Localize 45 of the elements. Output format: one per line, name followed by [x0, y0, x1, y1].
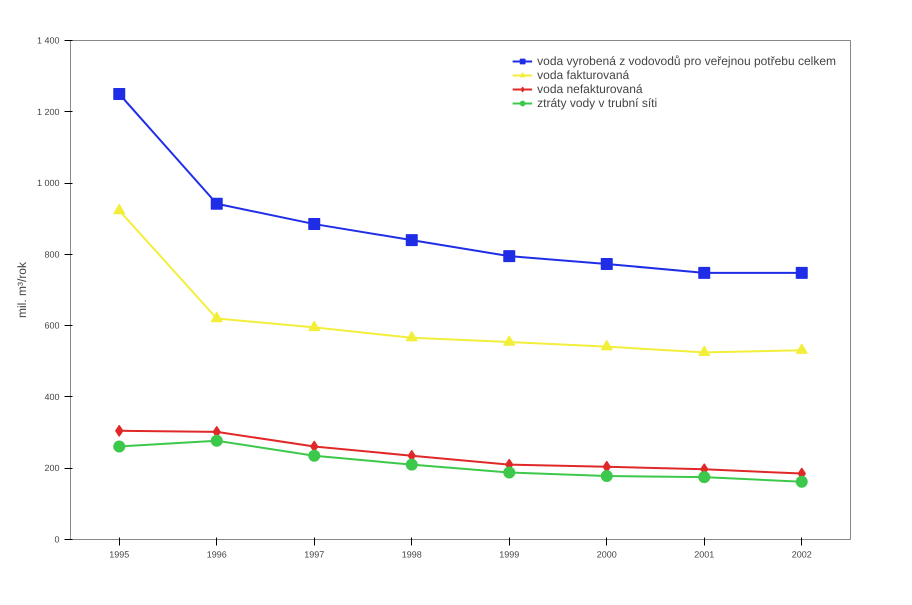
y-tick-label: 800 [44, 249, 60, 260]
x-tick-label: 2000 [596, 550, 617, 560]
point [113, 88, 126, 100]
point [503, 335, 516, 346]
y-axis-title: mil. m³/rok [14, 261, 29, 318]
y-tick-label: 200 [44, 463, 60, 474]
point [210, 434, 223, 447]
x-tick-label: 2002 [792, 550, 812, 560]
point [406, 330, 418, 342]
point [503, 250, 516, 262]
point [210, 198, 223, 210]
point [698, 471, 710, 484]
point [796, 343, 808, 354]
point [796, 266, 808, 279]
x-tick-label: 1998 [402, 550, 422, 560]
legend-label: voda fakturovaná [537, 68, 630, 82]
point [308, 218, 320, 230]
point [308, 320, 320, 332]
y-tick-label: 400 [44, 392, 60, 402]
point [600, 340, 613, 350]
x-tick-label: 2001 [694, 550, 714, 560]
legend-label: ztráty vody v trubní síti [537, 96, 658, 110]
x-tick-label: 1995 [109, 550, 130, 560]
y-tick-label: 600 [44, 320, 60, 331]
point [698, 346, 710, 356]
point [210, 312, 223, 322]
point [406, 458, 418, 471]
point [113, 440, 126, 452]
y-tick-label: 0 [54, 534, 60, 544]
x-tick-label: 1997 [304, 550, 324, 560]
point [406, 234, 418, 246]
point [698, 266, 710, 279]
point [796, 476, 808, 488]
x-tick-label: 1999 [499, 550, 520, 560]
legend-label: voda vyrobená z vodovodů pro veřejnou potřebu celkem [537, 54, 836, 68]
point [600, 258, 613, 270]
y-tick-label: 1 000 [36, 178, 60, 188]
y-tick-label: 1 200 [36, 106, 60, 117]
y-tick-label: 1 400 [36, 36, 60, 46]
legend-label: voda nefakturovaná [537, 82, 643, 96]
point [308, 450, 320, 462]
point [113, 204, 126, 214]
x-tick-label: 1996 [206, 550, 227, 560]
point [600, 470, 613, 482]
point [503, 466, 516, 478]
